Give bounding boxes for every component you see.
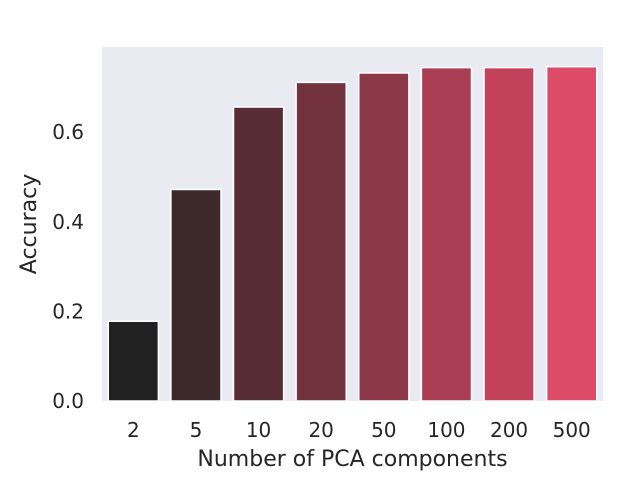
bar-100 bbox=[420, 66, 473, 402]
bar-50 bbox=[358, 72, 410, 402]
x-tick-label-2: 2 bbox=[127, 418, 140, 442]
bar-10 bbox=[232, 106, 285, 402]
x-tick-label-20: 20 bbox=[308, 418, 333, 442]
x-tick-label-100: 100 bbox=[427, 418, 465, 442]
x-tick-label-200: 200 bbox=[490, 418, 528, 442]
y-axis-label: Accuracy bbox=[17, 174, 42, 274]
y-tick-label-0.6: 0.6 bbox=[52, 120, 84, 144]
bars-group bbox=[107, 65, 598, 402]
y-tick-label-0.4: 0.4 bbox=[52, 210, 84, 234]
y-tick-labels: 0.0 0.2 0.4 0.6 bbox=[52, 120, 84, 413]
x-tick-label-5: 5 bbox=[190, 418, 203, 442]
x-tick-label-500: 500 bbox=[553, 418, 591, 442]
x-tick-labels: 2 5 10 20 50 100 200 500 bbox=[127, 418, 591, 442]
bar-200 bbox=[483, 66, 535, 402]
bar-5 bbox=[170, 188, 222, 402]
x-axis-label: Number of PCA components bbox=[197, 447, 507, 472]
y-tick-label-0.2: 0.2 bbox=[52, 299, 84, 323]
bar-2 bbox=[107, 320, 160, 402]
y-tick-label-0.0: 0.0 bbox=[52, 389, 84, 413]
bar-500 bbox=[545, 65, 598, 402]
x-tick-label-10: 10 bbox=[246, 418, 271, 442]
x-tick-label-50: 50 bbox=[371, 418, 396, 442]
bar-20 bbox=[295, 81, 347, 402]
